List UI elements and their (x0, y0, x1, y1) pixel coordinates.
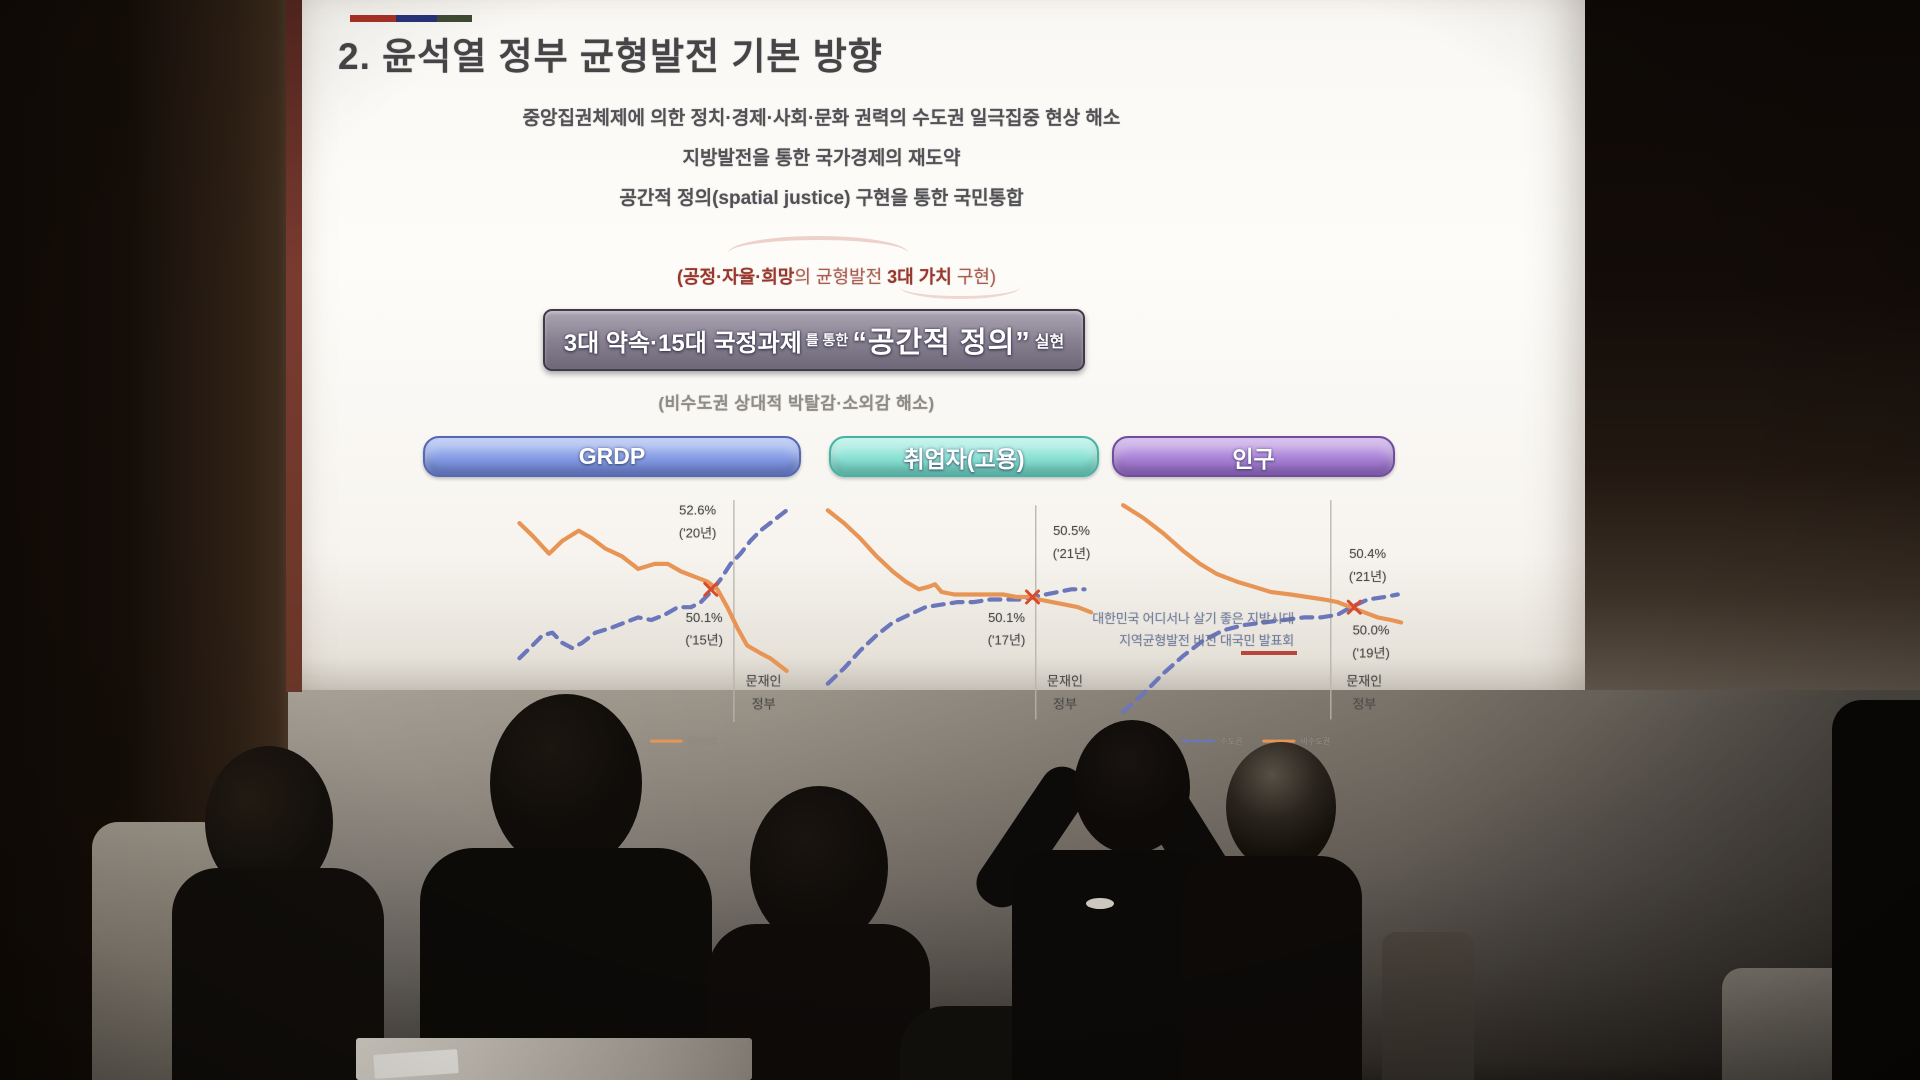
slide-footer: 대한민국 어디서나 살기 좋은 지방시대 지역균형발전 비전 대국민 발표회 (958, 608, 1294, 652)
crossover-marker (703, 581, 719, 597)
chart-annotation: ('17년) (988, 633, 1026, 648)
three-values-line: (공정·자율·희망의 균형발전 3대 가치 구현) (298, 263, 1375, 289)
audience-silhouette-right-edge (1832, 700, 1920, 1080)
values-text-2: 구현) (951, 267, 996, 287)
intro-line-2: 지방발전을 통한 국가경제의 재도약 (682, 148, 961, 169)
series-수도권 (825, 587, 1087, 686)
chart-annotation: ('21년) (1053, 546, 1091, 561)
chart-annotation: 50.1% (988, 610, 1025, 625)
audience-head-3 (750, 786, 888, 948)
footer-line-1: 대한민국 어디서나 살기 좋은 지방시대 (1092, 611, 1294, 626)
audience-body-5 (1012, 850, 1210, 1080)
legend-label: 비수도권 (1301, 736, 1330, 746)
series-비수도권 (517, 521, 789, 673)
banner-small-text-1: 를 통한 (805, 332, 849, 348)
chart-annotation: ('15년) (685, 633, 723, 648)
banner-small-text-2: 실현 (1034, 334, 1065, 351)
chart-annotation: 정부 (1053, 696, 1077, 711)
right-wall (1585, 0, 1920, 690)
legend-label: 비수도권 (688, 736, 717, 746)
shirt-collar-highlight (1086, 898, 1114, 909)
audience-head-6 (1226, 742, 1336, 872)
spatial-justice-banner: 3대 약속·15대 국정과제 를 통한 “공간적 정의” 실현 (543, 309, 1085, 371)
decorative-arc-top (728, 236, 908, 270)
chart-annotation: 50.0% (1353, 623, 1390, 638)
chart-annotation: ('21년) (1349, 569, 1387, 584)
chart-annotation: 50.1% (686, 610, 723, 625)
chart-header-employment: 취업자(고용) (829, 436, 1099, 477)
series-수도권 (517, 508, 789, 661)
chart-header-population: 인구 (1112, 436, 1395, 477)
values-text-1: 의 균형발전 (794, 267, 888, 287)
series-비수도권 (1121, 503, 1404, 625)
series-비수도권 (825, 508, 1094, 615)
values-highlight-2: 3대 가치 (887, 267, 952, 287)
logo-bar-red-segment (350, 15, 397, 22)
slide-title: 2. 윤석열 정부 균형발전 기본 방향 (338, 36, 883, 77)
intro-block: 중앙집권체제에 의한 정치·경제·사회·문화 권력의 수도권 일극집중 현상 해… (298, 99, 1345, 219)
audience-head-5 (1074, 720, 1190, 854)
chart-annotation: 정부 (752, 696, 776, 711)
chart-annotation: 50.4% (1349, 546, 1386, 561)
footer-red-underline (1241, 651, 1297, 655)
chart-annotation: 문재인 (1047, 674, 1083, 689)
intro-line-1: 중앙집권체제에 의한 정치·경제·사회·문화 권력의 수도권 일극집중 현상 해… (522, 108, 1121, 129)
chart-annotation: ('19년) (1352, 645, 1390, 660)
logo-bar-green-segment (436, 15, 472, 22)
screen-left-edge (286, 0, 302, 692)
chart-annotation: 정부 (1352, 696, 1376, 711)
values-highlight-1: (공정·자율·희망 (677, 267, 795, 287)
chart-annotation: 문재인 (1346, 674, 1382, 689)
audience-head-2 (490, 694, 642, 872)
audience-body-6 (1182, 856, 1362, 1080)
banner-quote-text: “공간적 정의” (852, 327, 1031, 359)
intro-line-3: 공간적 정의(spatial justice) 구현을 통한 국민통합 (619, 188, 1024, 209)
sub-note: (비수도권 상대적 박탈감·소외감 해소) (658, 394, 935, 413)
government-logo-bar (350, 15, 472, 22)
chart-header-grdp: GRDP (423, 436, 801, 477)
logo-bar-blue-segment (396, 15, 437, 22)
chart-annotation: ('20년) (679, 526, 717, 541)
projector-screen: 2. 윤석열 정부 균형발전 기본 방향 중앙집권체제에 의한 정치·경제·사회… (298, 0, 1585, 746)
chart-annotation: 문재인 (746, 674, 782, 689)
footer-line-2: 지역균형발전 비전 대국민 발표회 (1119, 633, 1294, 648)
chair-silhouette-middle (1382, 932, 1474, 1080)
chart-annotation: 50.5% (1053, 523, 1090, 538)
crossover-marker (1025, 589, 1040, 605)
decorative-arc-bottom (900, 275, 1020, 299)
chart-annotation: 52.6% (679, 503, 716, 518)
audience-body-1 (172, 868, 384, 1080)
legend-label: 수도권 (1220, 736, 1242, 746)
crossover-marker (1346, 599, 1362, 615)
banner-main-text: 3대 약속·15대 국정과제 (563, 329, 802, 357)
